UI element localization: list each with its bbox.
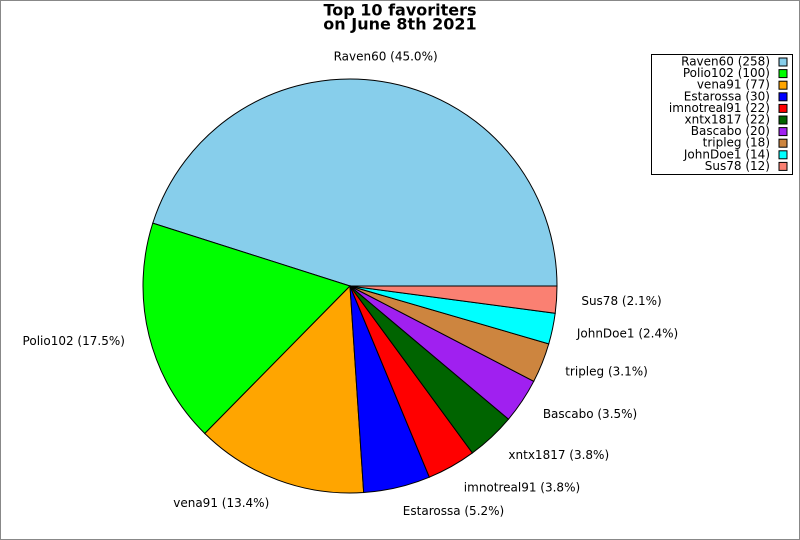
legend-swatch [778, 127, 788, 137]
legend-swatch [778, 161, 788, 171]
legend-label: imnotreal91 (22) [669, 101, 770, 115]
legend-swatch [778, 103, 788, 113]
legend-swatch [778, 57, 788, 67]
pie-slice [152, 78, 558, 287]
pie-slice [142, 222, 351, 435]
legend-swatch [778, 69, 788, 79]
legend-label: Polio102 (100) [683, 66, 770, 80]
slice-label: tripleg (3.1%) [565, 365, 648, 379]
legend-label: xntx1817 (22) [685, 113, 771, 127]
legend-swatch [778, 150, 788, 160]
slice-label: Sus78 (2.1%) [581, 294, 661, 308]
pie-slice [204, 284, 365, 494]
legend-swatch [778, 92, 788, 102]
slice-label: JohnDoe1 (2.4%) [576, 326, 678, 340]
legend-box [651, 54, 793, 175]
pie-slice [349, 285, 558, 314]
slice-label: Raven60 (45.0%) [334, 49, 438, 63]
legend-label: tripleg (18) [703, 136, 770, 150]
legend-swatch [778, 80, 788, 90]
legend-label: Sus78 (12) [705, 159, 770, 173]
chart-title: Top 10 favoriters [323, 1, 476, 20]
slice-label: imnotreal91 (3.8%) [464, 480, 580, 494]
slice-label: Polio102 (17.5%) [23, 334, 125, 348]
slice-label: vena91 (13.4%) [173, 496, 269, 510]
slice-label: Bascabo (3.5%) [543, 407, 637, 421]
chart-title: on June 8th 2021 [323, 15, 476, 34]
legend-label: vena91 (77) [697, 78, 770, 92]
legend-swatch [778, 138, 788, 148]
legend-label: Estarossa (30) [684, 89, 770, 103]
legend-label: Bascabo (20) [691, 124, 770, 138]
legend-label: Raven60 (258) [681, 55, 770, 69]
legend-swatch [778, 115, 788, 125]
slice-label: Estarossa (5.2%) [403, 504, 504, 518]
legend-label: JohnDoe1 (14) [683, 147, 770, 161]
slice-label: xntx1817 (3.8%) [508, 448, 609, 462]
